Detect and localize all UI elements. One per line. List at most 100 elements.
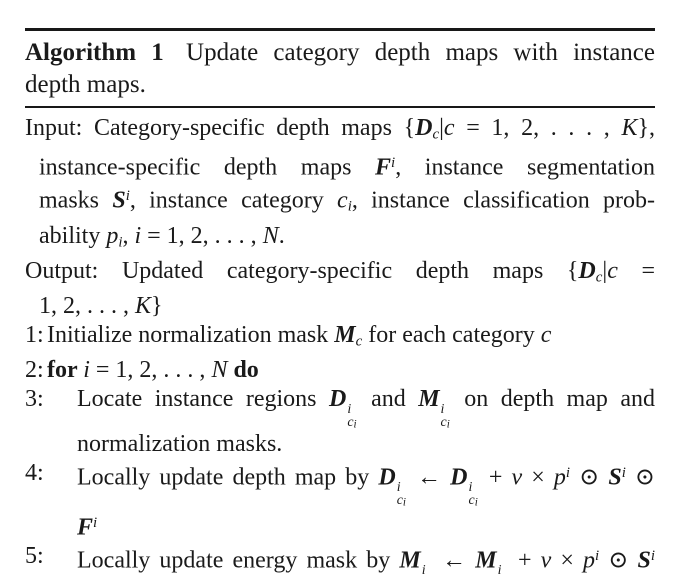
line-number: 2: — [25, 356, 44, 383]
math-text: i — [125, 188, 130, 205]
math-text: i — [83, 356, 90, 383]
text-segment: | — [602, 257, 608, 284]
text-segment: = 1, 2, . . . , — [141, 222, 263, 249]
text-segment: = 1, 2, . . . , — [89, 356, 212, 383]
math-text: c — [355, 332, 363, 349]
math-text: i — [347, 401, 352, 417]
math-text: c — [540, 321, 552, 348]
text-segment: ⊙ — [599, 547, 638, 574]
math-text: c — [468, 493, 475, 509]
math-text: i — [595, 547, 600, 564]
math-text: i — [118, 234, 123, 251]
math-text: i — [93, 514, 98, 531]
text-segment: × — [551, 547, 584, 574]
line-content: Initialize normalization mask Mc for eac… — [47, 321, 655, 356]
text-segment: , — [122, 222, 135, 249]
caption-line: depth maps. — [25, 69, 655, 101]
math-text: D — [415, 115, 433, 141]
text-segment: Output: Updated category-specific depth … — [25, 257, 579, 284]
text-segment: . — [278, 222, 285, 249]
text-segment: }, — [637, 115, 655, 141]
text-segment: ⊙ — [625, 464, 656, 491]
text-segment: Locally update depth map by — [77, 464, 379, 491]
text-segment: Algorithm 1 — [25, 39, 164, 66]
algorithm-caption: Algorithm 1 Update category depth maps w… — [25, 37, 655, 101]
math-text: i — [565, 464, 571, 481]
math-text: c — [595, 269, 603, 286]
line-content: normalization masks. — [77, 430, 655, 459]
text-segment: and — [358, 385, 419, 412]
math-text: F — [375, 154, 392, 181]
math-text: D — [378, 464, 396, 491]
math-text: M — [399, 547, 421, 574]
math-text: K — [135, 292, 152, 319]
text-segment: } — [151, 292, 163, 319]
math-text: i — [396, 480, 401, 496]
math-text: i — [134, 222, 142, 249]
text-segment: depth maps. — [25, 71, 146, 98]
line-number: 3: — [25, 385, 44, 412]
math-sub-sup-stack: ici — [498, 564, 507, 574]
text-segment: instance-specific depth maps — [39, 154, 376, 181]
algorithm-line: 1: Initialize normalization mask Mc for e… — [25, 321, 655, 356]
text-segment: = 1, 2, . . . , — [454, 115, 622, 141]
text-segment: normalization masks. — [77, 430, 283, 457]
math-text: F — [77, 514, 94, 541]
algorithm-line: masks Si, instance category ci, instance… — [25, 182, 655, 222]
text-segment: ← — [407, 464, 451, 491]
text-segment: do — [233, 356, 259, 383]
text-segment: , instance classification prob- — [351, 187, 656, 214]
text-segment: for — [47, 356, 84, 383]
algorithm-line: 1, 2, . . . , K} — [25, 292, 655, 321]
text-segment: ability — [39, 222, 107, 249]
text-segment: Update category depth maps with instance — [170, 39, 655, 66]
caption-rule — [25, 106, 655, 108]
math-text: K — [621, 115, 638, 141]
math-text: M — [475, 547, 497, 574]
math-text: i — [347, 199, 352, 215]
text-segment: + — [508, 547, 541, 574]
math-text: c — [337, 187, 348, 214]
text-segment: for each category — [362, 321, 541, 348]
algorithm-line: instance-specific depth maps Fi, instanc… — [25, 149, 655, 182]
top-rule — [25, 28, 655, 31]
math-text: S — [637, 547, 651, 574]
text-segment: on depth map and — [451, 385, 655, 412]
text-segment: Locate instance regions — [77, 385, 329, 412]
math-text: i — [650, 547, 656, 564]
math-text: D — [450, 464, 468, 491]
text-segment: | — [439, 115, 444, 141]
text-segment: , instance segmentation — [395, 154, 655, 181]
line-number — [25, 509, 47, 542]
line-number: 1: — [25, 321, 44, 348]
text-segment: ← — [432, 547, 476, 574]
math-text: i — [621, 464, 626, 481]
text-segment: masks — [39, 187, 113, 214]
math-text: c — [440, 414, 447, 430]
line-number: 5: — [25, 542, 44, 569]
line-number — [25, 430, 47, 459]
math-text: c — [396, 493, 403, 509]
text-segment: ⊙ — [570, 464, 609, 491]
math-text: v — [511, 464, 523, 491]
algorithm-line: Output: Updated category-specific depth … — [25, 257, 655, 292]
math-text: i — [421, 563, 426, 574]
math-text: p — [106, 222, 119, 249]
math-text: D — [578, 257, 596, 284]
text-segment: 1, 2, . . . , — [39, 292, 135, 319]
algorithm-line: Fi — [25, 509, 655, 542]
math-text: i — [497, 563, 502, 574]
math-text: p — [583, 547, 596, 574]
math-text: v — [540, 547, 552, 574]
math-text: S — [112, 187, 126, 214]
math-text: i — [474, 497, 478, 510]
line-content: Fi — [77, 509, 655, 542]
algorithm-body: Input: Category-specific depth maps {Dc|… — [25, 114, 655, 574]
math-text: D — [328, 385, 347, 412]
